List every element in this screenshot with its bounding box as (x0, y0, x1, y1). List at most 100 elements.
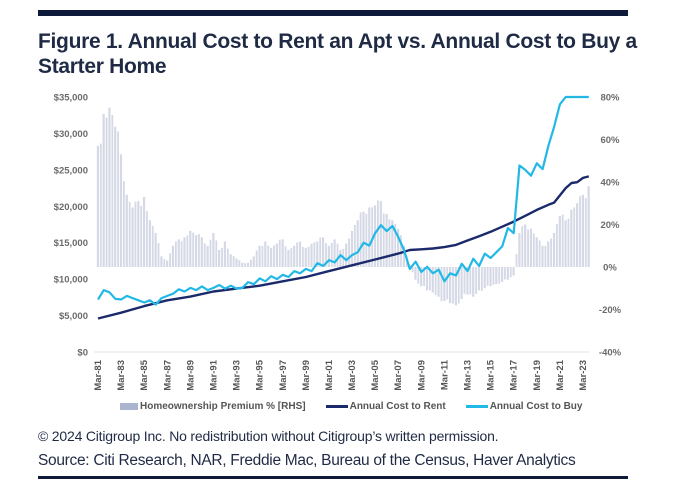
premium-bar (538, 240, 541, 267)
x-tick-label: Mar-95 (255, 359, 266, 390)
premium-bar (238, 260, 241, 267)
premium-bar (261, 245, 264, 267)
x-tick-label: Mar-81 (93, 359, 104, 390)
x-tick-label: Mar-13 (463, 360, 474, 391)
premium-bar (495, 267, 498, 284)
premium-bar (304, 247, 307, 267)
premium-bar (552, 233, 556, 267)
premium-bar (157, 243, 160, 267)
premium-bar (506, 267, 509, 280)
premium-bar (579, 196, 581, 267)
premium-bars (96, 107, 590, 306)
premium-bar (250, 259, 252, 267)
premium-bar (218, 250, 221, 267)
premium-bar (460, 267, 463, 299)
legend-label-premium: Homeownership Premium % [RHS] (140, 401, 306, 412)
premium-bar (532, 233, 535, 267)
premium-bar (96, 145, 99, 267)
premium-bar (270, 247, 273, 267)
premium-bar (457, 267, 460, 304)
premium-bar (160, 256, 163, 267)
premium-bar (241, 262, 244, 267)
premium-bar (128, 202, 131, 267)
premium-bar (267, 245, 270, 267)
premium-bar (394, 223, 397, 267)
premium-bar (287, 250, 290, 267)
premium-bar (209, 239, 212, 267)
premium-bar (111, 115, 114, 267)
legend-swatch-premium (120, 403, 138, 410)
source-note: Source: Citi Research, NAR, Freddie Mac,… (38, 452, 576, 469)
premium-bar (541, 245, 544, 267)
premium-bar (180, 241, 183, 267)
premium-bar (385, 213, 388, 267)
premium-bar (321, 237, 325, 267)
chart-title: Figure 1. Annual Cost to Rent an Apt vs.… (38, 30, 637, 78)
x-tick-label: Mar-83 (116, 360, 127, 391)
premium-bar (281, 239, 284, 267)
premium-bar (278, 239, 281, 267)
premium-bar (114, 126, 117, 267)
x-tick-label: Mar-11 (439, 359, 450, 390)
premium-bar (200, 237, 203, 267)
legend-swatch-rent (325, 405, 348, 408)
premium-bar (434, 267, 437, 296)
legend-label-rent: Annual Cost to Rent (349, 401, 446, 412)
premium-bar (171, 245, 175, 267)
premium-bar (547, 241, 550, 267)
premium-bar (102, 114, 105, 267)
premium-bar (186, 235, 189, 267)
premium-bar (570, 209, 573, 267)
premium-bar (258, 245, 261, 267)
premium-bar (125, 194, 128, 267)
premium-bar (584, 198, 587, 267)
premium-bar (339, 250, 342, 267)
bottom-rule (38, 476, 628, 479)
legend-label-buy: Annual Cost to Buy (489, 401, 583, 412)
premium-bar (368, 207, 371, 267)
premium-bar (446, 267, 449, 300)
premium-bar (117, 131, 120, 267)
premium-bar (255, 250, 258, 267)
legend-item-rent: Annual Cost to Rent (325, 401, 446, 412)
premium-bar (122, 181, 125, 267)
premium-bar (428, 267, 431, 291)
premium-bar (134, 201, 137, 267)
premium-bar (330, 242, 333, 267)
premium-bar (472, 267, 475, 297)
premium-bar (420, 267, 423, 287)
y-right-tick-label: 60% (600, 135, 620, 146)
premium-bar (206, 245, 209, 267)
premium-bar (189, 230, 192, 267)
premium-bar (515, 254, 518, 267)
premium-bar (440, 267, 443, 302)
premium-bar (400, 235, 402, 267)
premium-bar (529, 228, 533, 267)
premium-bar (550, 238, 553, 267)
premium-bar (379, 201, 382, 267)
premium-bar (316, 241, 319, 267)
premium-bar (229, 254, 232, 267)
legend-item-premium: Homeownership Premium % [RHS] (120, 401, 306, 412)
premium-bar (169, 253, 171, 267)
premium-bar (477, 267, 481, 291)
legend-item-buy: Annual Cost to Buy (465, 401, 583, 412)
premium-bar (576, 203, 579, 267)
premium-bar (353, 224, 356, 267)
premium-bar (235, 258, 238, 267)
premium-bar (449, 267, 452, 304)
premium-bar (345, 243, 348, 267)
premium-bar (524, 224, 527, 267)
x-tick-label: Mar-87 (162, 360, 173, 391)
premium-bar (163, 259, 166, 267)
y-right-tick-label: 0% (603, 263, 617, 274)
premium-bar (388, 219, 391, 267)
premium-bar (246, 262, 250, 267)
x-tick-label: Mar-99 (301, 360, 312, 391)
premium-bar (567, 218, 570, 267)
legend: Homeownership Premium % [RHS] Annual Cos… (120, 401, 582, 412)
x-tick-label: Mar-85 (139, 359, 150, 390)
premium-bar (350, 230, 354, 267)
premium-bar (544, 245, 547, 267)
